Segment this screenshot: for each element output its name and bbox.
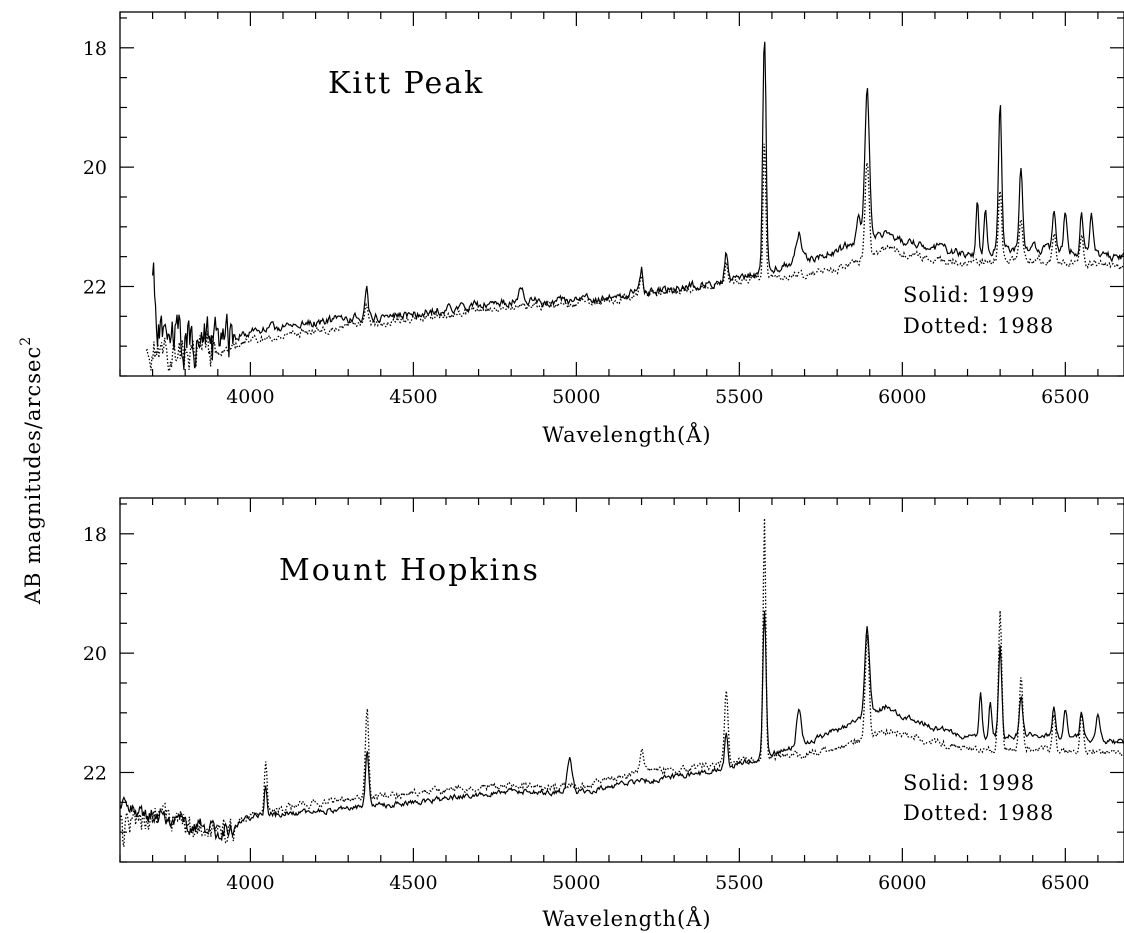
series-dotted-1988: [145, 143, 1124, 372]
panel-title: Kitt Peak: [328, 66, 484, 101]
y-ticks: 18 20 22: [83, 503, 1124, 863]
series-solid-1998: [120, 610, 1124, 842]
x-tick-label: 6500: [1041, 386, 1089, 408]
x-axis-label: Wavelength(Å): [542, 906, 711, 931]
series-solid-1999: [152, 41, 1124, 370]
y-tick-label: 22: [83, 762, 107, 784]
panel-kitt-peak: 4000 4500 5000 5500 6000 6500 18 20 22 Kitt Pea…: [83, 11, 1124, 447]
y-ticks: 18 20 22: [83, 17, 1124, 377]
x-tick-label: 6000: [878, 872, 926, 894]
y-axis-label: AB magnitudes/arcsec2: [18, 336, 45, 605]
x-tick-label: 4500: [389, 872, 437, 894]
x-tick-label: 5500: [715, 872, 763, 894]
x-tick-label: 6000: [878, 386, 926, 408]
y-tick-label: 18: [83, 524, 107, 546]
panel-mount-hopkins: 4000 4500 5000 5500 6000 6500 18 20 22 Mount Ho…: [83, 497, 1124, 931]
x-tick-label: 5000: [552, 386, 600, 408]
y-tick-label: 20: [83, 643, 107, 665]
x-tick-label: 5500: [715, 386, 763, 408]
y-tick-label: 22: [83, 276, 107, 298]
panel-title: Mount Hopkins: [279, 553, 540, 588]
x-tick-label: 4000: [226, 872, 274, 894]
series-group: [145, 41, 1124, 372]
legend-dotted: Dotted: 1988: [903, 314, 1054, 338]
x-tick-label: 5000: [552, 872, 600, 894]
legend-solid: Solid: 1999: [903, 283, 1035, 307]
x-ticks: 4000 4500 5000 5500 6000 6500: [119, 498, 1099, 894]
series-group: [120, 518, 1124, 847]
y-tick-label: 20: [83, 157, 107, 179]
legend-solid: Solid: 1998: [903, 771, 1035, 795]
y-tick-label: 18: [83, 38, 107, 60]
plot-frame: [119, 497, 1124, 863]
legend-dotted: Dotted: 1988: [903, 801, 1054, 825]
x-tick-label: 6500: [1041, 872, 1089, 894]
x-tick-label: 4500: [389, 386, 437, 408]
x-tick-label: 4000: [226, 386, 274, 408]
plot-frame: [119, 11, 1124, 377]
series-dotted-1988: [120, 518, 1124, 847]
x-axis-label: Wavelength(Å): [542, 422, 711, 447]
x-ticks: 4000 4500 5000 5500 6000 6500: [119, 12, 1099, 408]
